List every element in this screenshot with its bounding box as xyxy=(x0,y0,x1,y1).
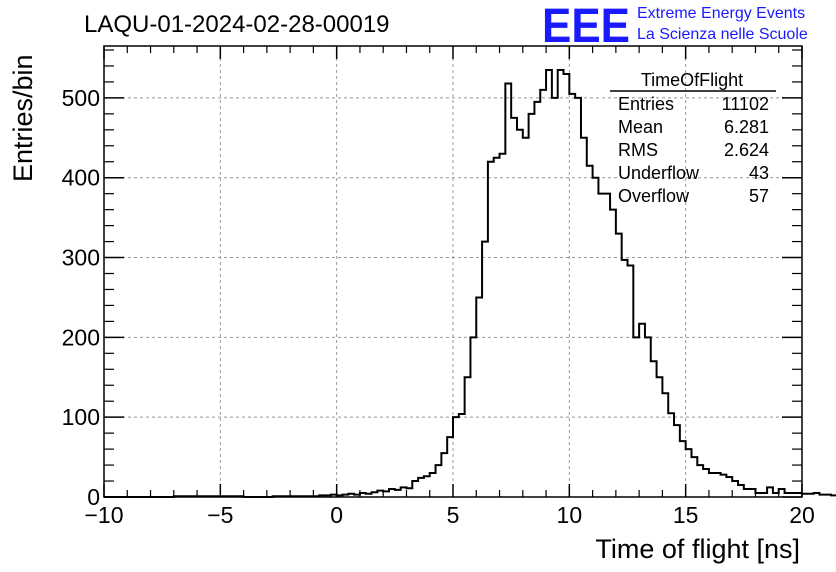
y-tick-label: 0 xyxy=(87,484,100,510)
stats-row-label: Underflow xyxy=(618,163,700,183)
y-tick-label: 200 xyxy=(62,324,100,350)
x-tick-label: 5 xyxy=(447,502,460,528)
histogram-line xyxy=(104,68,836,498)
stats-row-value: 11102 xyxy=(722,94,769,114)
x-axis-label: Time of flight [ns] xyxy=(595,534,800,564)
x-tick-label: 0 xyxy=(330,502,343,528)
x-tick-label: −5 xyxy=(207,502,233,528)
y-tick-label: 400 xyxy=(62,165,100,191)
stats-row-value: 2.624 xyxy=(724,140,769,160)
stats-row-label: Entries xyxy=(618,94,674,114)
y-axis-label: Entries/bin xyxy=(8,54,38,182)
axis-ticks xyxy=(103,46,803,498)
logo-line-2: La Scienza nelle Scuole xyxy=(637,26,808,43)
logo-mark: EEE xyxy=(542,0,630,53)
stats-row-value: 6.281 xyxy=(724,117,769,137)
y-tick-label: 500 xyxy=(62,85,100,111)
stats-row-label: Mean xyxy=(618,117,663,137)
x-tick-label: 15 xyxy=(673,502,699,528)
chart-title: LAQU-01-2024-02-28-00019 xyxy=(84,11,390,38)
eee-logo: EEE Extreme Energy Events La Scienza nel… xyxy=(542,0,808,53)
stats-row-value: 57 xyxy=(749,186,769,206)
x-tick-label: 20 xyxy=(789,502,815,528)
stats-box: TimeOfFlight Entries 11102 Mean 6.281 RMS 2.6… xyxy=(610,70,776,206)
stats-row-label: Overflow xyxy=(618,186,690,206)
stats-row-value: 43 xyxy=(749,163,769,183)
stats-row-label: RMS xyxy=(618,140,658,160)
stats-title: TimeOfFlight xyxy=(641,70,743,90)
x-tick-label: 10 xyxy=(557,502,583,528)
y-tick-label: 100 xyxy=(62,404,100,430)
logo-line-1: Extreme Energy Events xyxy=(637,5,805,22)
x-tick-label: −10 xyxy=(84,502,123,528)
y-tick-label: 300 xyxy=(62,245,100,271)
